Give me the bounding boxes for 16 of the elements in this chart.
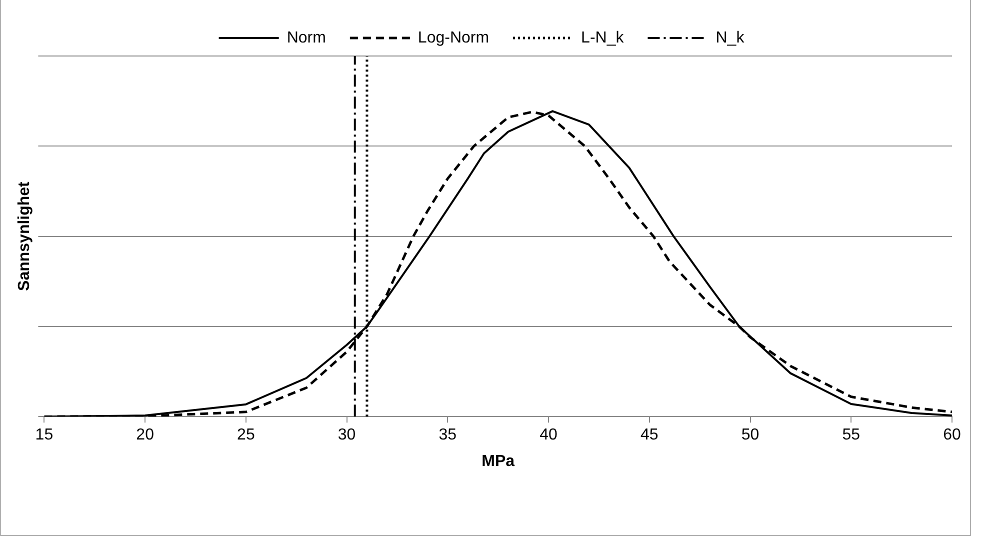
x-tick-label: 50 <box>741 426 760 444</box>
x-tick-label: 45 <box>640 426 658 444</box>
x-tick-label: 15 <box>35 426 54 444</box>
x-tick-label: 40 <box>540 426 558 444</box>
x-tick-label: 60 <box>943 426 961 444</box>
x-tick-label: 20 <box>136 426 154 444</box>
legend-label: Norm <box>286 29 326 46</box>
x-tick-label: 30 <box>338 426 356 444</box>
x-tick-label: 35 <box>438 426 457 444</box>
x-axis-title: MPa <box>482 452 515 470</box>
legend-label: N_k <box>716 29 746 46</box>
x-tick-label: 55 <box>842 426 860 444</box>
legend-label: L-N_k <box>581 29 625 46</box>
legend-label: Log-Norm <box>418 29 490 46</box>
x-tick-label: 25 <box>237 426 255 444</box>
y-axis-title: Sannsynlighet <box>16 180 34 291</box>
